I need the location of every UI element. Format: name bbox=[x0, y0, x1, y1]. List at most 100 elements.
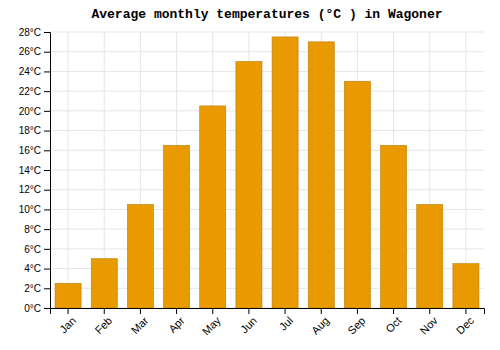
tick-label: 4°C bbox=[24, 263, 41, 274]
tick: Jan bbox=[57, 308, 78, 335]
tick: Dec bbox=[454, 308, 477, 337]
tick-label: Jun bbox=[238, 314, 259, 335]
bar bbox=[308, 42, 334, 308]
tick-mark bbox=[44, 229, 50, 230]
tick-label: Dec bbox=[454, 314, 477, 337]
tick-label: 22°C bbox=[19, 86, 41, 97]
tick: 10°C bbox=[19, 204, 50, 215]
grid-line bbox=[50, 170, 484, 171]
tick-label: Sep bbox=[345, 314, 367, 336]
tick-mark bbox=[44, 131, 50, 132]
x-axis: JanFebMarAprMayJunJulAugSepOctNovDec bbox=[51, 308, 485, 337]
tick-label: May bbox=[200, 314, 224, 338]
axis-line bbox=[44, 33, 51, 309]
tick-label: 26°C bbox=[19, 46, 41, 57]
tick-mark bbox=[248, 308, 249, 314]
grid-line bbox=[50, 150, 484, 151]
bar bbox=[164, 145, 190, 308]
tick: Apr bbox=[166, 308, 187, 335]
tick: 18°C bbox=[19, 125, 50, 136]
grid-line bbox=[50, 189, 484, 190]
tick-label: Apr bbox=[166, 314, 187, 335]
title: Average monthly temperatures (°C ) in Wa… bbox=[91, 7, 442, 22]
grid-line bbox=[50, 91, 484, 92]
tick-mark bbox=[68, 308, 69, 314]
tick-label: 12°C bbox=[19, 184, 41, 195]
tick-mark bbox=[176, 308, 177, 314]
tick-mark bbox=[44, 71, 50, 72]
tick-mark bbox=[44, 170, 50, 171]
chart: Average monthly temperatures (°C ) in Wa… bbox=[0, 0, 500, 350]
plot: JanFebMarAprMayJunJulAugSepOctNovDec0°C2… bbox=[19, 27, 485, 338]
tick-label: 8°C bbox=[24, 224, 41, 235]
tick: 26°C bbox=[19, 46, 50, 57]
tick-label: 16°C bbox=[19, 145, 41, 156]
axis-line bbox=[51, 309, 485, 315]
tick-mark bbox=[285, 308, 286, 314]
tick: 22°C bbox=[19, 86, 50, 97]
tick-label: Jan bbox=[57, 314, 78, 335]
tick: 24°C bbox=[19, 66, 50, 77]
tick-label: Jul bbox=[277, 314, 295, 332]
tick: 0°C bbox=[24, 303, 50, 314]
tick-mark bbox=[44, 288, 50, 289]
tick: Feb bbox=[92, 308, 114, 336]
tick-mark bbox=[465, 308, 466, 314]
tick: Nov bbox=[418, 308, 441, 337]
bar bbox=[127, 205, 153, 309]
tick-mark bbox=[44, 209, 50, 210]
tick: Oct bbox=[383, 308, 404, 335]
tick-mark bbox=[44, 190, 50, 191]
tick: 20°C bbox=[19, 106, 50, 117]
tick: 16°C bbox=[19, 145, 50, 156]
tick-label: 0°C bbox=[24, 303, 41, 314]
tick-label: 10°C bbox=[19, 204, 41, 215]
tick: 14°C bbox=[19, 165, 50, 176]
grid bbox=[50, 32, 484, 308]
tick: 12°C bbox=[19, 184, 50, 195]
bar bbox=[381, 145, 407, 308]
grid-line bbox=[50, 32, 484, 33]
tick-mark bbox=[429, 308, 430, 314]
tick-label: Feb bbox=[92, 314, 114, 336]
tick-label: 14°C bbox=[19, 165, 41, 176]
tick-mark bbox=[44, 150, 50, 151]
tick-mark bbox=[321, 308, 322, 314]
bar bbox=[453, 264, 479, 308]
tick-label: Oct bbox=[383, 314, 404, 335]
tick-mark bbox=[140, 308, 141, 314]
bar bbox=[417, 205, 443, 309]
tick-mark bbox=[357, 308, 358, 314]
tick-label: 28°C bbox=[19, 27, 41, 38]
tick-mark bbox=[104, 308, 105, 314]
bar bbox=[91, 259, 117, 308]
tick-label: Nov bbox=[418, 314, 441, 337]
grid-line bbox=[50, 71, 484, 72]
tick-mark bbox=[44, 52, 50, 53]
tick: Jul bbox=[277, 308, 295, 333]
tick: May bbox=[200, 308, 224, 337]
tick: Jun bbox=[238, 308, 259, 335]
bar bbox=[200, 106, 226, 308]
bar bbox=[236, 62, 262, 308]
tick-label: Aug bbox=[309, 314, 331, 336]
tick-mark bbox=[44, 308, 50, 309]
grid-line bbox=[50, 110, 484, 111]
tick: 4°C bbox=[24, 263, 50, 274]
tick: 6°C bbox=[24, 244, 50, 255]
tick-mark bbox=[393, 308, 394, 314]
tick: 8°C bbox=[24, 224, 50, 235]
tick-mark bbox=[212, 308, 213, 314]
tick-label: 18°C bbox=[19, 125, 41, 136]
tick-mark bbox=[44, 111, 50, 112]
grid-line bbox=[50, 51, 484, 52]
tick: 28°C bbox=[19, 27, 50, 38]
bar bbox=[272, 37, 298, 308]
bar bbox=[344, 81, 370, 308]
bar bbox=[55, 283, 81, 308]
tick: 2°C bbox=[24, 283, 50, 294]
tick-label: 6°C bbox=[24, 244, 41, 255]
tick-label: 2°C bbox=[24, 283, 41, 294]
tick: Sep bbox=[345, 308, 367, 337]
tick-mark bbox=[44, 32, 50, 33]
